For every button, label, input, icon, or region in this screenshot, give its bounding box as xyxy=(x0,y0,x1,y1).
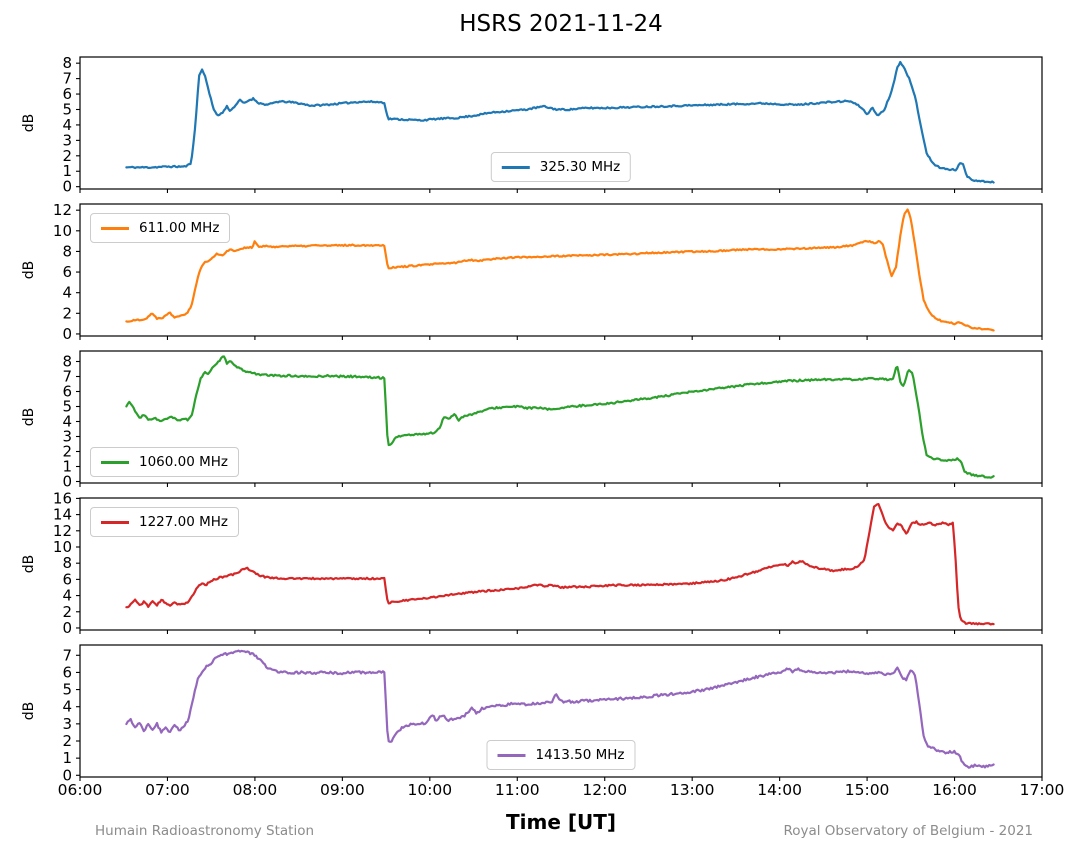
footer-station-credit: Humain Radioastronomy Station xyxy=(95,823,315,839)
svg-text:12: 12 xyxy=(53,201,72,219)
y-axis-label-panel-5: dB xyxy=(21,701,37,721)
svg-text:0: 0 xyxy=(62,325,72,343)
svg-text:8: 8 xyxy=(62,242,72,260)
svg-text:2: 2 xyxy=(62,304,72,322)
legend-line-sample-icon xyxy=(101,460,129,464)
svg-text:6: 6 xyxy=(62,383,72,401)
x-tick-1300: 13:00 xyxy=(669,781,715,799)
x-tick-1500: 15:00 xyxy=(844,781,890,799)
y-axis-label-panel-1: dB xyxy=(21,113,37,133)
legend-label: 1060.00 MHz xyxy=(139,454,229,470)
svg-text:4: 4 xyxy=(62,284,72,302)
x-tick-1600: 16:00 xyxy=(932,781,977,799)
svg-text:6: 6 xyxy=(62,85,72,103)
svg-text:12: 12 xyxy=(53,522,72,540)
svg-text:8: 8 xyxy=(62,353,72,371)
x-axis-title: Time [UT] xyxy=(505,810,617,834)
legend-label: 1227.00 MHz xyxy=(139,514,229,530)
svg-text:2: 2 xyxy=(62,603,72,621)
svg-text:0: 0 xyxy=(62,473,72,491)
svg-text:6: 6 xyxy=(62,263,72,281)
svg-text:7: 7 xyxy=(62,646,72,664)
svg-text:8: 8 xyxy=(62,54,72,72)
svg-text:7: 7 xyxy=(62,368,72,386)
legend-line-sample-icon xyxy=(101,226,129,230)
svg-text:3: 3 xyxy=(62,428,72,446)
chart-title: HSRS 2021-11-24 xyxy=(459,11,663,37)
svg-text:10: 10 xyxy=(53,222,72,240)
x-tick-1700: 17:00 xyxy=(1019,781,1065,799)
svg-text:5: 5 xyxy=(62,398,72,416)
svg-text:5: 5 xyxy=(62,100,72,118)
x-tick-1100: 11:00 xyxy=(494,781,540,799)
svg-text:4: 4 xyxy=(62,698,72,716)
legend-1227mhz: 1227.00 MHz xyxy=(90,507,240,537)
svg-text:5: 5 xyxy=(62,681,72,699)
svg-text:1: 1 xyxy=(62,749,72,767)
legend-1060mhz: 1060.00 MHz xyxy=(90,447,240,477)
legend-1413mhz: 1413.50 MHz xyxy=(486,740,636,770)
y-axis-label-panel-4: dB xyxy=(21,554,37,574)
footer-observatory-credit: Royal Observatory of Belgium - 2021 xyxy=(783,823,1033,839)
x-tick-1000: 10:00 xyxy=(407,781,453,799)
legend-611mhz: 611.00 MHz xyxy=(90,213,231,243)
svg-text:7: 7 xyxy=(62,70,72,88)
x-tick-0900: 09:00 xyxy=(320,781,365,799)
svg-text:4: 4 xyxy=(62,587,72,605)
x-tick-0700: 07:00 xyxy=(145,781,190,799)
svg-text:3: 3 xyxy=(62,715,72,733)
svg-text:4: 4 xyxy=(62,116,72,134)
svg-text:2: 2 xyxy=(62,732,72,750)
svg-text:6: 6 xyxy=(62,663,72,681)
legend-label: 1413.50 MHz xyxy=(535,747,625,763)
svg-text:2: 2 xyxy=(62,147,72,165)
svg-text:0: 0 xyxy=(62,178,72,196)
legend-line-sample-icon xyxy=(501,165,530,169)
legend-line-sample-icon xyxy=(101,520,129,524)
svg-text:8: 8 xyxy=(62,554,72,572)
svg-text:3: 3 xyxy=(62,131,72,149)
x-tick-1200: 12:00 xyxy=(582,781,628,799)
svg-text:10: 10 xyxy=(53,538,72,556)
svg-text:6: 6 xyxy=(62,570,72,588)
x-tick-0800: 08:00 xyxy=(232,781,278,799)
x-tick-0600: 06:00 xyxy=(57,781,103,799)
legend-line-sample-icon xyxy=(497,753,526,757)
svg-text:4: 4 xyxy=(62,413,72,431)
y-axis-label-panel-3: dB xyxy=(21,407,37,427)
legend-label: 611.00 MHz xyxy=(139,220,220,236)
legend-label: 325.30 MHz xyxy=(539,159,621,175)
svg-text:1: 1 xyxy=(62,162,72,180)
svg-text:0: 0 xyxy=(62,766,72,784)
svg-text:16: 16 xyxy=(53,489,72,507)
svg-text:0: 0 xyxy=(62,619,72,637)
y-axis-label-panel-2: dB xyxy=(21,260,37,280)
svg-text:14: 14 xyxy=(53,506,72,524)
svg-text:2: 2 xyxy=(62,443,72,461)
x-tick-1400: 14:00 xyxy=(757,781,802,799)
legend-325mhz: 325.30 MHz xyxy=(490,152,632,182)
svg-text:1: 1 xyxy=(62,458,72,476)
